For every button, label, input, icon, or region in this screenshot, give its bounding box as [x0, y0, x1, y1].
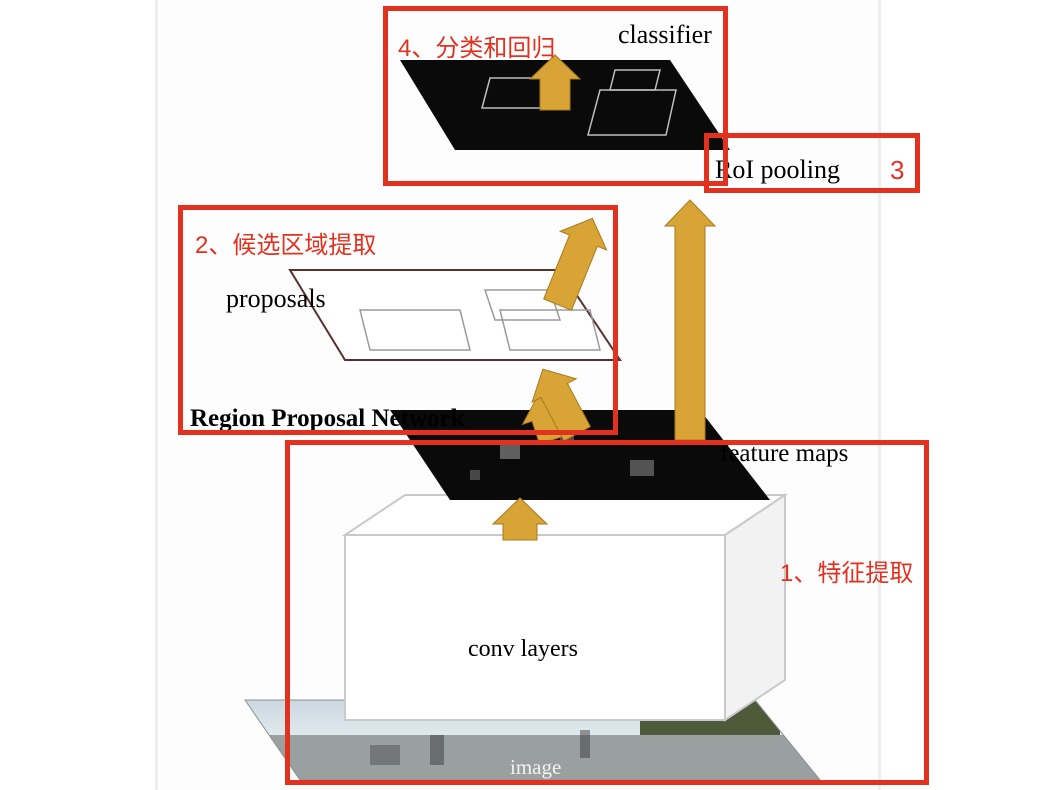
annotation-box-1 — [285, 440, 929, 785]
annotation-text-3: 3 — [890, 155, 904, 186]
annotation-box-3 — [704, 133, 920, 193]
annotation-text-4: 4、分类和回归 — [398, 28, 555, 63]
annotation-text-1: 1、特征提取 — [780, 553, 913, 588]
diagram-canvas: classifier RoI pooling proposals Region … — [0, 0, 1040, 790]
arrow-a_feat_to_roi — [665, 200, 715, 440]
annotation-text-2: 2、候选区域提取 — [195, 225, 376, 260]
